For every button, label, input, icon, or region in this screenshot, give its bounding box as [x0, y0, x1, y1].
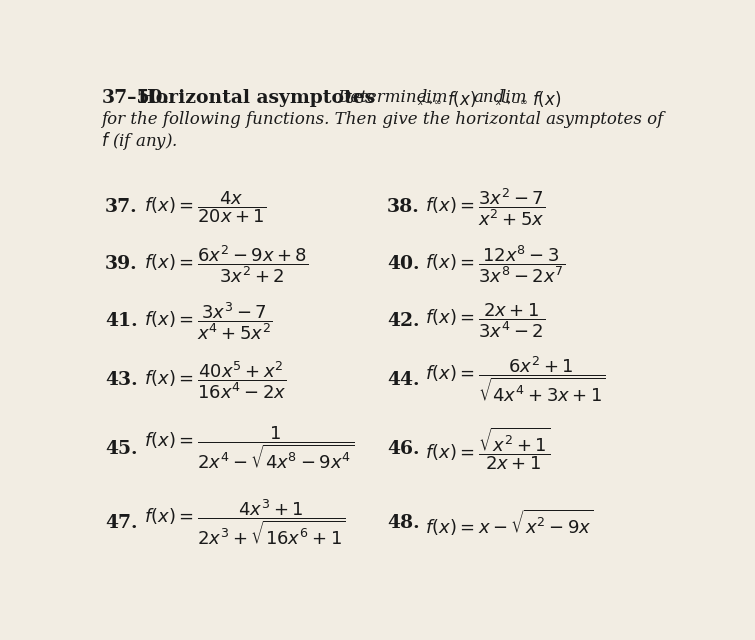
Text: $f(x) = \dfrac{\sqrt{x^2 + 1}}{2x + 1}$: $f(x) = \dfrac{\sqrt{x^2 + 1}}{2x + 1}$ [425, 426, 550, 472]
Text: $f(x) = \dfrac{1}{2x^4 - \sqrt{4x^8 - 9x^4}}$: $f(x) = \dfrac{1}{2x^4 - \sqrt{4x^8 - 9x… [144, 426, 354, 472]
Text: $f(x)$: $f(x)$ [447, 89, 476, 109]
Text: 42.: 42. [387, 312, 420, 330]
Text: $f(x) = \dfrac{2x + 1}{3x^4 - 2}$: $f(x) = \dfrac{2x + 1}{3x^4 - 2}$ [425, 301, 545, 340]
Text: 37–50.: 37–50. [101, 89, 169, 107]
Text: $f$ (if any).: $f$ (if any). [101, 129, 178, 152]
Text: $f(x) = x - \sqrt{x^2 - 9x}$: $f(x) = x - \sqrt{x^2 - 9x}$ [425, 508, 593, 538]
Text: $f(x) = \dfrac{6x^2 + 1}{\sqrt{4x^4 + 3x + 1}}$: $f(x) = \dfrac{6x^2 + 1}{\sqrt{4x^4 + 3x… [425, 355, 606, 405]
Text: 38.: 38. [387, 198, 420, 216]
Text: $x{\rightarrow}\infty$: $x{\rightarrow}\infty$ [418, 98, 442, 107]
Text: 47.: 47. [105, 514, 137, 532]
Text: 41.: 41. [105, 312, 137, 330]
Text: $f(x) = \dfrac{6x^2 - 9x + 8}{3x^2 + 2}$: $f(x) = \dfrac{6x^2 - 9x + 8}{3x^2 + 2}$ [144, 243, 309, 285]
Text: for the following functions. Then give the horizontal asymptotes of: for the following functions. Then give t… [101, 111, 664, 128]
Text: and: and [473, 89, 505, 106]
Text: $f(x) = \dfrac{4x}{20x + 1}$: $f(x) = \dfrac{4x}{20x + 1}$ [144, 189, 267, 225]
Text: 39.: 39. [105, 255, 137, 273]
Text: 45.: 45. [105, 440, 137, 458]
Text: 37.: 37. [105, 198, 137, 216]
Text: 40.: 40. [387, 255, 420, 273]
Text: $f(x) = \dfrac{12x^8 - 3}{3x^8 - 2x^7}$: $f(x) = \dfrac{12x^8 - 3}{3x^8 - 2x^7}$ [425, 243, 565, 285]
Text: $f(x)$: $f(x)$ [532, 89, 561, 109]
Text: $f(x) = \dfrac{4x^3 + 1}{2x^3 + \sqrt{16x^6 + 1}}$: $f(x) = \dfrac{4x^3 + 1}{2x^3 + \sqrt{16… [144, 498, 346, 548]
Text: lim: lim [500, 89, 526, 106]
Text: 43.: 43. [105, 371, 137, 389]
Text: 46.: 46. [387, 440, 420, 458]
Text: Horizontal asymptotes: Horizontal asymptotes [138, 89, 375, 107]
Text: $f(x) = \dfrac{3x^3 - 7}{x^4 + 5x^2}$: $f(x) = \dfrac{3x^3 - 7}{x^4 + 5x^2}$ [144, 300, 273, 342]
Text: 48.: 48. [387, 514, 420, 532]
Text: $f(x) = \dfrac{40x^5 + x^2}{16x^4 - 2x}$: $f(x) = \dfrac{40x^5 + x^2}{16x^4 - 2x}$ [144, 359, 286, 401]
Text: $f(x) = \dfrac{3x^2 - 7}{x^2 + 5x}$: $f(x) = \dfrac{3x^2 - 7}{x^2 + 5x}$ [425, 186, 545, 228]
Text: $x{\rightarrow}{-}\infty$: $x{\rightarrow}{-}\infty$ [495, 98, 528, 107]
Text: lim: lim [421, 89, 448, 106]
Text: Determine: Determine [337, 89, 427, 106]
Text: 44.: 44. [387, 371, 420, 389]
